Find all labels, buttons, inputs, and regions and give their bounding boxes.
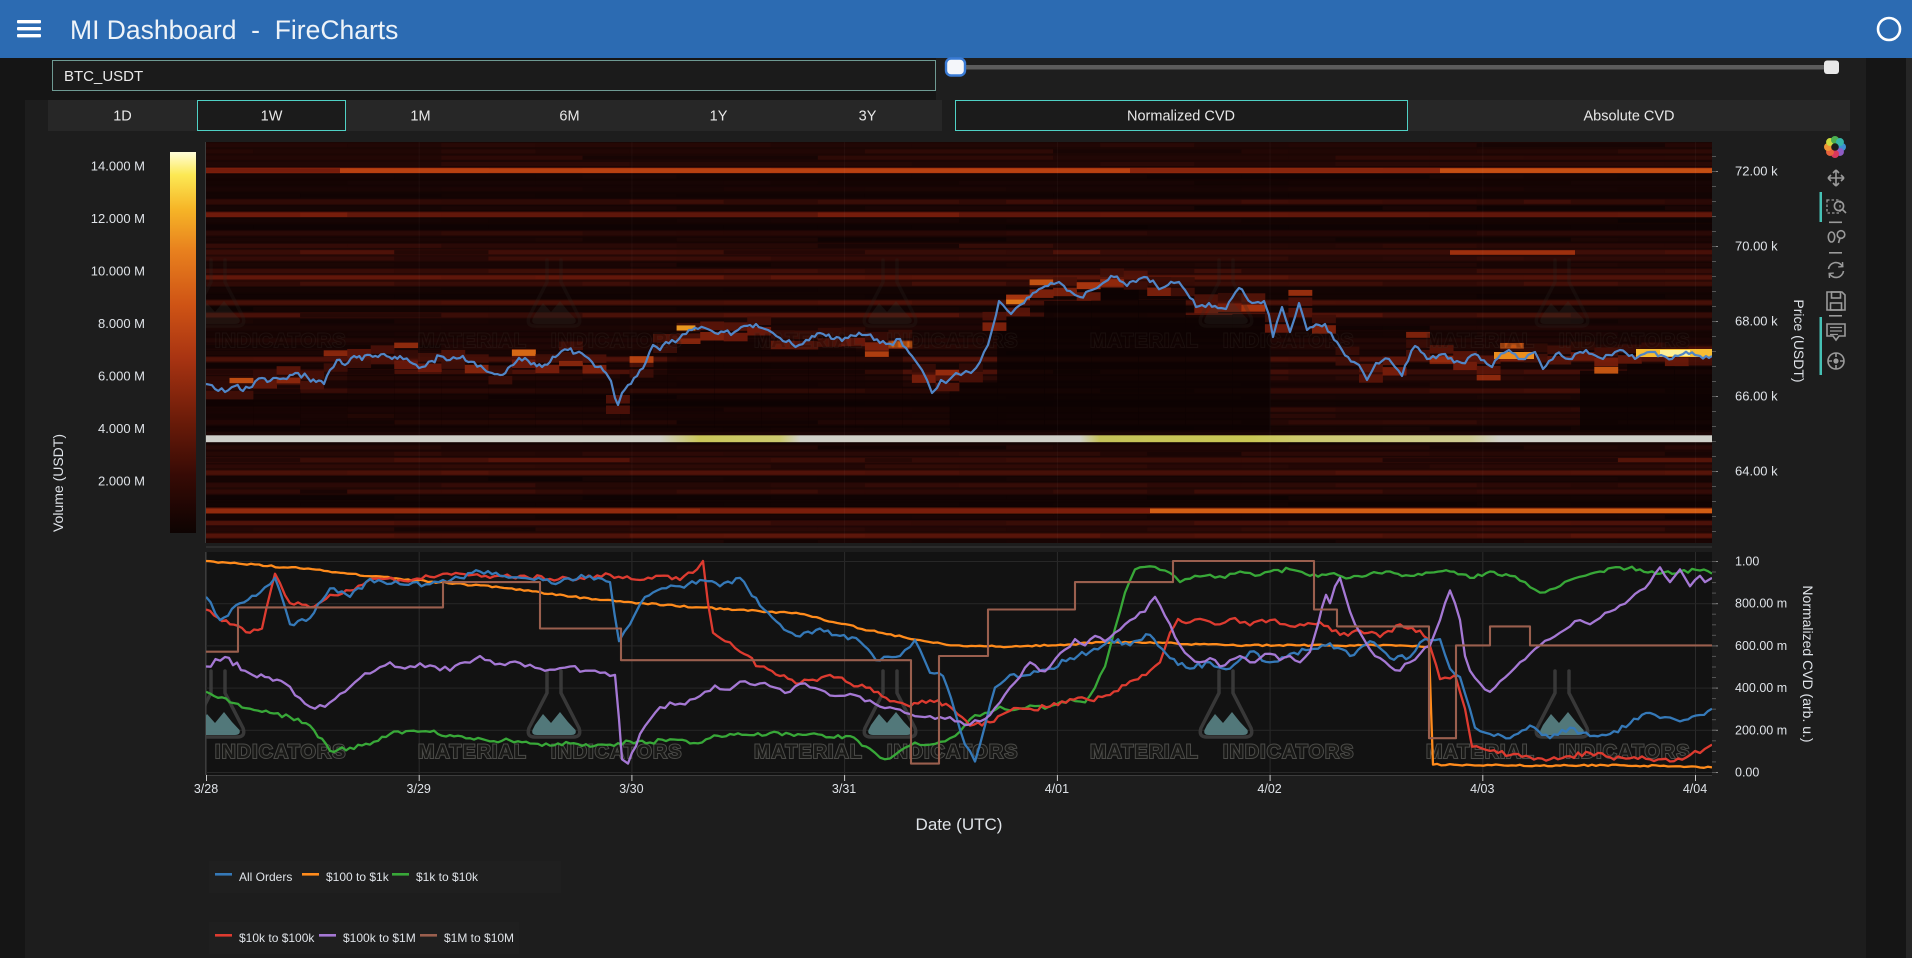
svg-text:Volume (USDT): Volume (USDT) [50, 434, 66, 532]
svg-text:3/28: 3/28 [194, 782, 218, 796]
svg-text:12.000 M: 12.000 M [91, 211, 145, 226]
svg-text:Normalized CVD: Normalized CVD [1127, 109, 1235, 125]
svg-text:INDICATORS: INDICATORS [1223, 330, 1355, 352]
svg-text:4/03: 4/03 [1470, 782, 1494, 796]
svg-text:6M: 6M [559, 109, 579, 125]
svg-text:INDICATORS: INDICATORS [887, 330, 1019, 352]
svg-text:1D: 1D [113, 109, 132, 125]
svg-text:MATERIAL: MATERIAL [1090, 330, 1199, 352]
svg-text:$1k to $10k: $1k to $10k [416, 870, 479, 884]
svg-text:0.00: 0.00 [1735, 766, 1759, 780]
svg-text:10.000 M: 10.000 M [91, 264, 145, 279]
svg-text:$1M to $10M: $1M to $10M [444, 931, 514, 945]
svg-text:Absolute CVD: Absolute CVD [1583, 109, 1674, 125]
svg-text:800.00 m: 800.00 m [1735, 597, 1787, 611]
svg-text:MATERIAL: MATERIAL [754, 741, 863, 763]
svg-text:3/29: 3/29 [407, 782, 431, 796]
svg-text:$100k to $1M: $100k to $1M [343, 931, 416, 945]
svg-text:1Y: 1Y [710, 109, 728, 125]
svg-text:200.00 m: 200.00 m [1735, 723, 1787, 737]
svg-text:14.000 M: 14.000 M [91, 159, 145, 174]
svg-text:MATERIAL: MATERIAL [1426, 330, 1535, 352]
svg-text:All Orders: All Orders [239, 870, 292, 884]
svg-text:400.00 m: 400.00 m [1735, 681, 1787, 695]
svg-text:4/04: 4/04 [1683, 782, 1707, 796]
svg-text:64.00 k: 64.00 k [1735, 464, 1778, 479]
svg-text:4.000 M: 4.000 M [98, 421, 145, 436]
svg-text:6.000 M: 6.000 M [98, 369, 145, 384]
svg-text:8.000 M: 8.000 M [98, 316, 145, 331]
svg-text:70.00 k: 70.00 k [1735, 239, 1778, 254]
svg-text:3/30: 3/30 [619, 782, 643, 796]
svg-text:1M: 1M [410, 109, 430, 125]
svg-text:MATERIAL: MATERIAL [1426, 741, 1535, 763]
svg-text:MATERIAL: MATERIAL [418, 741, 527, 763]
svg-text:INDICATORS: INDICATORS [1559, 330, 1691, 352]
svg-text:BTC_USDT: BTC_USDT [64, 68, 143, 85]
svg-text:INDICATORS: INDICATORS [215, 330, 347, 352]
svg-text:Price (USDT): Price (USDT) [1791, 299, 1807, 382]
svg-text:66.00 k: 66.00 k [1735, 389, 1778, 404]
svg-text:1W: 1W [261, 109, 283, 125]
svg-text:MI Dashboard - FireCharts: MI Dashboard - FireCharts [70, 15, 398, 45]
svg-text:68.00 k: 68.00 k [1735, 314, 1778, 329]
svg-text:72.00 k: 72.00 k [1735, 164, 1778, 179]
svg-text:$10k to $100k: $10k to $100k [239, 931, 315, 945]
svg-text:3Y: 3Y [859, 109, 877, 125]
svg-text:4/01: 4/01 [1045, 782, 1069, 796]
svg-text:3/31: 3/31 [832, 782, 856, 796]
svg-text:2.000 M: 2.000 M [98, 474, 145, 489]
svg-text:$100 to $1k: $100 to $1k [326, 870, 390, 884]
svg-text:4/02: 4/02 [1257, 782, 1281, 796]
svg-text:INDICATORS: INDICATORS [887, 741, 1019, 763]
svg-text:INDICATORS: INDICATORS [215, 741, 347, 763]
svg-text:MATERIAL: MATERIAL [1090, 741, 1199, 763]
svg-text:Date (UTC): Date (UTC) [916, 815, 1003, 834]
svg-text:MATERIAL: MATERIAL [418, 330, 527, 352]
svg-text:1.00: 1.00 [1735, 555, 1759, 569]
svg-text:Normalized CVD (arb. u.): Normalized CVD (arb. u.) [1800, 585, 1816, 742]
svg-text:INDICATORS: INDICATORS [1223, 741, 1355, 763]
svg-text:600.00 m: 600.00 m [1735, 639, 1787, 653]
